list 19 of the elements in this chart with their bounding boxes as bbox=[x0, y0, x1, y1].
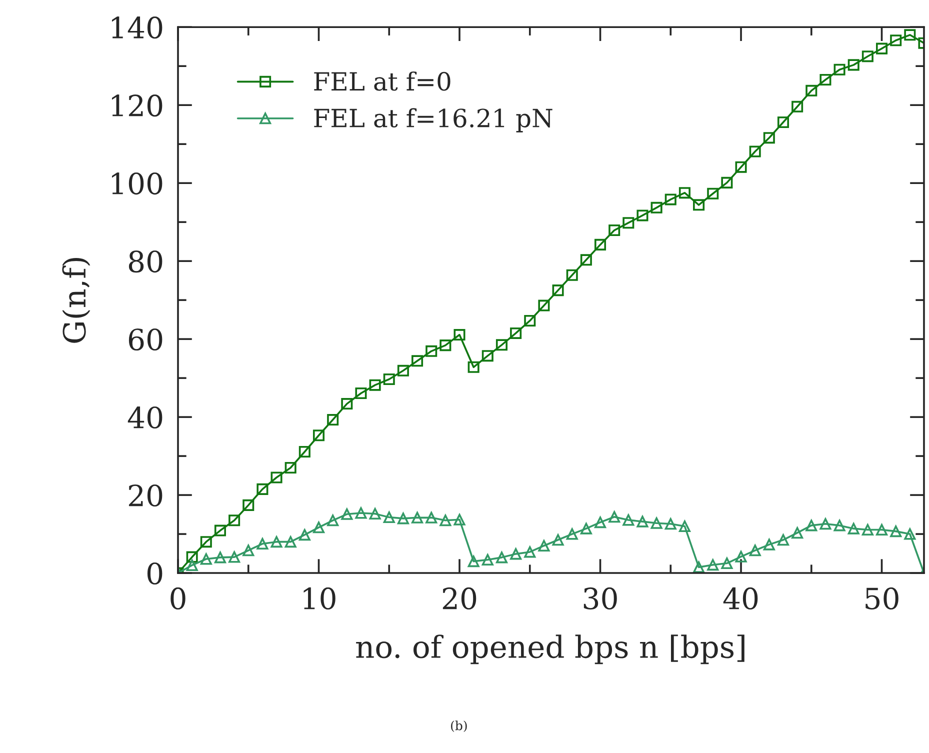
y-tick-label: 120 bbox=[112, 94, 162, 117]
legend-label: FEL at f=0 bbox=[314, 71, 450, 91]
x-tick-label: 20 bbox=[442, 587, 476, 610]
x-tick-label: 50 bbox=[866, 587, 898, 610]
y-tick-label: 100 bbox=[112, 172, 162, 195]
x-axis-title: no. of opened bps n [bps] bbox=[356, 634, 744, 664]
y-tick-label: 140 bbox=[112, 16, 162, 39]
x-tick-label: 30 bbox=[584, 587, 617, 610]
y-axis-title: G(n,f) bbox=[62, 258, 90, 343]
y-tick-label: 40 bbox=[128, 406, 162, 429]
legend-label: FEL at f=16.21 pN bbox=[314, 108, 552, 132]
y-tick-label: 20 bbox=[128, 484, 162, 507]
y-tick-label: 0 bbox=[147, 562, 162, 585]
x-tick-label: 40 bbox=[723, 587, 758, 610]
y-tick-label: 60 bbox=[128, 328, 162, 351]
text: (b) bbox=[451, 720, 467, 732]
x-tick-label: 0 bbox=[170, 587, 186, 610]
y-tick-label: 80 bbox=[128, 250, 162, 273]
x-tick-label: 10 bbox=[304, 587, 336, 610]
